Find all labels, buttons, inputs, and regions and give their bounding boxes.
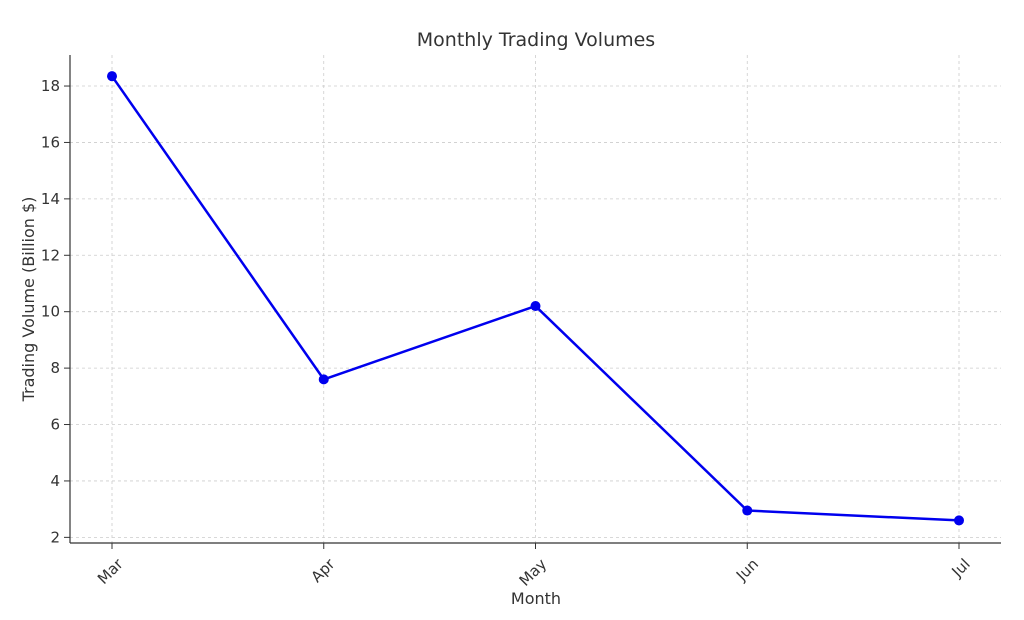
x-tick-label: Apr [307,554,339,586]
y-tick-label: 18 [41,77,60,95]
x-tick-label: Jun [732,555,762,585]
y-axis-ticks: 2 4 6 8 10 12 14 16 18 [41,77,70,546]
data-point [530,301,541,312]
data-point [954,515,964,526]
y-tick-label: 4 [50,472,60,490]
y-tick-label: 14 [41,190,60,208]
series-layer [107,71,964,526]
y-tick-label: 8 [50,359,60,377]
y-tick-label: 10 [41,303,60,321]
y-tick-label: 16 [41,133,60,151]
data-point [107,71,117,82]
x-tick-label: Jul [948,555,974,581]
x-axis-ticks: Mar Apr May Jun Jul [94,543,974,590]
data-point [742,505,753,516]
grid [70,55,1001,543]
y-tick-label: 2 [50,528,60,546]
y-tick-label: 6 [50,416,60,434]
y-tick-label: 12 [41,246,60,264]
x-tick-label: Mar [94,554,127,587]
x-axis-label: Month [511,589,561,608]
data-point [318,374,329,385]
y-axis-label: Trading Volume (Billion $) [19,197,38,403]
chart-title: Monthly Trading Volumes [417,29,655,51]
x-tick-label: May [516,555,551,590]
